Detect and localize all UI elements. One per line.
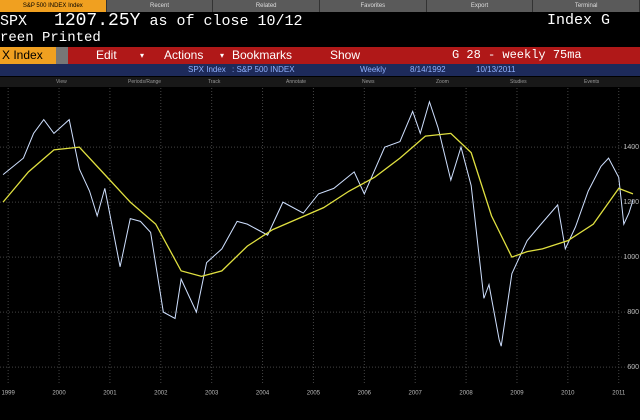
tab[interactable]: Favorites [320, 0, 427, 12]
x-tick-label: 2011 [612, 391, 626, 397]
header-period: Weekly [360, 65, 387, 74]
series-line [2, 132, 634, 278]
x-tick-label: 2004 [256, 391, 270, 397]
y-tick-label: 1200 [623, 199, 639, 206]
tool[interactable]: Track [208, 79, 221, 85]
header-name: : S&P 500 INDEX [232, 65, 295, 74]
security-box[interactable]: X Index [0, 47, 58, 64]
tab[interactable]: Related [213, 0, 321, 12]
x-tick-label: 2007 [409, 391, 423, 397]
tool[interactable]: Studies [510, 79, 527, 85]
x-tick-label: 2002 [154, 391, 168, 397]
x-tick-label: 2003 [205, 391, 219, 397]
price: 1207.25Y [54, 11, 141, 31]
header-end: 10/13/2011 [476, 65, 516, 74]
y-tick-label: 600 [627, 364, 639, 371]
tab[interactable]: Recent [107, 0, 214, 12]
series-line [2, 100, 634, 347]
menu-item[interactable]: Edit [96, 48, 117, 62]
x-tick-label: 2010 [561, 391, 575, 397]
menu-item[interactable]: Show [330, 48, 361, 62]
function-name: G 28 - weekly 75ma [452, 48, 582, 62]
x-tick-label: 2008 [459, 391, 473, 397]
tab[interactable]: S&P 500 INDEX Index [0, 0, 107, 12]
as-of: as of close 10/12 [149, 13, 303, 30]
y-tick-label: 1400 [623, 144, 639, 151]
tool[interactable]: Events [584, 79, 600, 85]
x-tick-label: 2000 [52, 391, 66, 397]
tool[interactable]: View [56, 79, 67, 85]
ticker: SPX [0, 13, 28, 30]
tab-bar: S&P 500 INDEX Index Recent Related Favor… [0, 0, 640, 12]
header-security: SPX Index [188, 65, 226, 74]
x-tick-label: 2005 [307, 391, 321, 397]
x-tick-label: 2006 [358, 391, 372, 397]
security-type: Index G [546, 12, 610, 29]
tool[interactable]: Periods/Range [128, 79, 162, 85]
y-tick-label: 800 [627, 309, 639, 316]
x-tick-label: 1999 [1, 391, 15, 397]
y-tick-label: 1000 [623, 254, 639, 261]
chart-header: SPX Index : S&P 500 INDEX Weekly 8/14/19… [0, 64, 640, 76]
subtitle: reen Printed [0, 30, 101, 46]
tab[interactable]: Export [427, 0, 534, 12]
menu-bar: X Index Edit ▾ Actions ▾ Bookmarks Show G … [0, 47, 640, 64]
dropdown[interactable] [56, 47, 68, 64]
x-tick-label: 2001 [103, 391, 117, 397]
quote-line: SPX 1207.25Y as of close 10/12 Index G [0, 12, 640, 30]
tool[interactable]: Annotate [286, 79, 307, 85]
menu-item[interactable]: Bookmarks [232, 48, 293, 62]
tool[interactable]: News [362, 79, 375, 85]
tool[interactable]: Zoom [436, 79, 449, 85]
toolbar: View Periods/Range Track Annotate News Z… [0, 77, 640, 87]
header-start: 8/14/1992 [410, 65, 446, 74]
menu-item[interactable]: Actions [164, 48, 204, 62]
x-tick-label: 2009 [510, 391, 524, 397]
